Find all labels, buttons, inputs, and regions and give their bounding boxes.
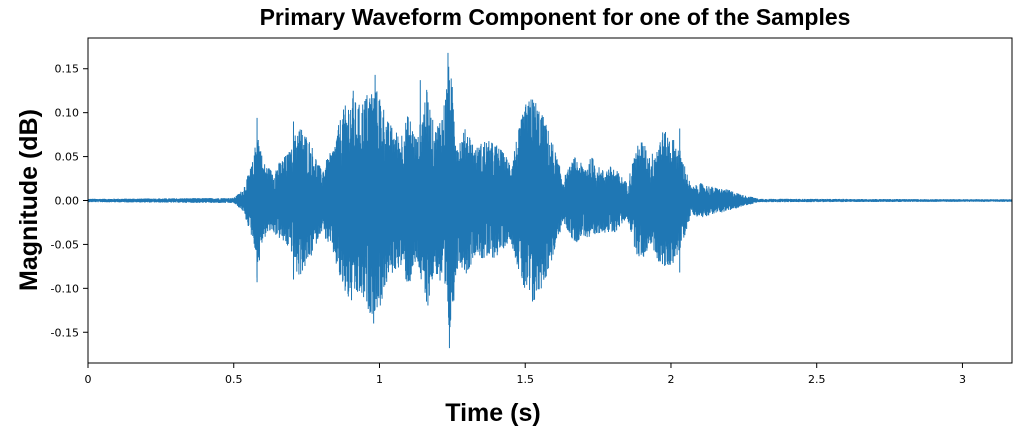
x-tick-label: 1: [376, 373, 383, 386]
chart-title: Primary Waveform Component for one of th…: [260, 4, 851, 30]
y-tick-label: -0.15: [51, 326, 79, 339]
x-axis: 0 0.5 1 1.5 2 2.5 3: [85, 363, 966, 386]
x-tick-label: 2.5: [808, 373, 826, 386]
plot-area: [87, 52, 1013, 349]
x-tick-label: 0: [85, 373, 92, 386]
x-tick-label: 0.5: [225, 373, 243, 386]
y-tick-label: -0.10: [51, 282, 79, 295]
x-tick-label: 3: [959, 373, 966, 386]
y-axis: 0.15 0.10 0.05 0.00 -0.05 -0.10 -0.15: [51, 63, 88, 339]
y-tick-label: 0.00: [55, 195, 80, 208]
x-tick-label: 2: [667, 373, 674, 386]
y-axis-label: Magnitude (dB): [15, 109, 43, 291]
y-tick-label: 0.15: [55, 63, 80, 76]
x-axis-label: Time (s): [445, 399, 540, 427]
y-tick-label: 0.05: [55, 151, 80, 164]
x-tick-label: 1.5: [516, 373, 534, 386]
y-tick-label: -0.05: [51, 238, 79, 251]
y-tick-label: 0.10: [55, 107, 80, 120]
waveform-series-line: [87, 52, 1013, 349]
